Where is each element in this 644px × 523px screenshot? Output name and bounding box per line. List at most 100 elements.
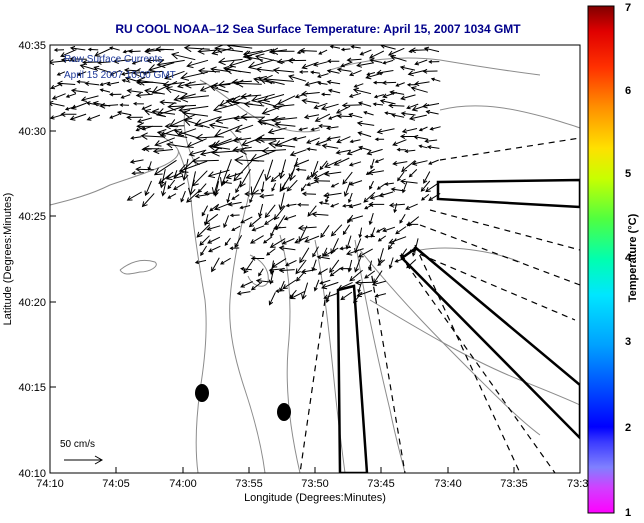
current-vector-arrow <box>64 106 76 111</box>
current-vector-arrow <box>209 203 220 212</box>
current-vector-arrow <box>283 215 297 221</box>
current-vector-arrow <box>364 234 375 239</box>
current-vector-arrow <box>375 227 385 233</box>
current-vector-arrow <box>357 282 362 294</box>
current-vector-arrow <box>346 248 364 256</box>
current-vector-arrow <box>135 166 154 173</box>
current-vector-arrow <box>324 171 342 177</box>
current-vector-arrow <box>60 57 78 63</box>
current-vector-arrow <box>349 269 363 282</box>
current-vector-arrow <box>153 159 177 176</box>
current-vector-arrow <box>372 102 384 107</box>
current-vector-arrow <box>154 137 175 147</box>
current-vector-arrow <box>247 59 275 70</box>
current-vector-arrow <box>56 80 76 87</box>
current-vector-arrow <box>213 202 232 211</box>
current-vector-arrow <box>156 129 188 139</box>
current-vector-arrow <box>336 113 353 119</box>
current-vector-arrow <box>406 259 417 269</box>
current-vector-arrow <box>194 116 221 128</box>
current-vector-arrow <box>132 101 144 106</box>
current-vector-arrow <box>131 171 144 176</box>
current-vector-arrow <box>154 46 174 53</box>
current-vector-arrow <box>109 113 120 119</box>
current-vector-arrow <box>135 92 153 98</box>
current-vector-arrow <box>240 266 252 271</box>
current-vector-arrow <box>231 225 241 231</box>
current-vector-arrow <box>298 127 308 132</box>
current-vector-arrow <box>158 171 174 184</box>
current-vector-arrow <box>395 226 407 235</box>
current-vector-arrow <box>318 201 330 205</box>
current-vector-arrow <box>141 104 152 110</box>
current-vector-arrow <box>232 137 252 143</box>
current-vector-arrow <box>315 139 331 146</box>
current-vector-arrow <box>264 159 274 182</box>
current-vector-arrow <box>306 147 317 152</box>
current-vectors <box>50 45 441 306</box>
current-vector-arrow <box>271 182 276 192</box>
current-vector-arrow <box>214 45 243 54</box>
current-vector-arrow <box>379 98 396 105</box>
current-vector-arrow <box>317 81 328 86</box>
current-vector-arrow <box>234 234 243 249</box>
y-axis-label: Latitude (Degrees:Minutes) <box>2 193 14 326</box>
current-vector-arrow <box>236 290 251 296</box>
current-vector-arrow <box>328 114 339 120</box>
mooring-marker-1 <box>195 384 209 402</box>
current-vector-arrow <box>376 128 395 135</box>
current-vector-arrow <box>211 257 220 273</box>
current-vector-arrow <box>364 270 376 279</box>
current-vector-arrow <box>405 203 418 210</box>
current-vector-arrow <box>50 114 64 120</box>
current-vector-arrow <box>428 59 440 64</box>
current-vector-arrow <box>400 111 416 117</box>
current-vector-arrow <box>144 180 152 197</box>
current-vector-arrow <box>234 155 265 165</box>
current-vector-arrow <box>69 45 86 51</box>
current-vector-arrow <box>106 81 120 87</box>
current-vector-arrow <box>374 137 385 142</box>
current-vector-arrow <box>268 292 276 306</box>
current-vector-arrow <box>326 125 339 131</box>
current-vector-arrow <box>178 93 209 103</box>
current-vector-arrow <box>69 113 87 121</box>
current-vector-arrow <box>213 180 220 197</box>
current-vector-arrow <box>382 59 394 65</box>
x-tick-label: 73:35 <box>500 478 528 490</box>
y-tick-label: 40:15 <box>18 382 46 394</box>
current-vector-arrow <box>197 47 221 55</box>
current-vector-arrow <box>268 270 274 285</box>
current-vector-arrow <box>300 90 320 97</box>
current-vector-arrow <box>273 205 286 221</box>
current-vector-arrow <box>381 80 397 86</box>
current-vector-arrow <box>99 88 111 93</box>
current-vector-arrow <box>121 78 131 83</box>
current-vector-arrow <box>424 138 438 144</box>
current-vector-arrow <box>229 246 240 251</box>
current-vector-arrow <box>119 103 130 107</box>
current-vector-arrow <box>197 67 221 75</box>
current-vector-arrow <box>391 113 405 118</box>
current-vector-arrow <box>240 93 262 100</box>
current-vector-arrow <box>376 69 394 76</box>
current-vector-arrow <box>321 143 339 149</box>
current-vector-arrow <box>399 178 418 185</box>
tick-marks <box>49 44 515 474</box>
current-vector-arrow <box>288 74 307 82</box>
x-tick-label: 74:05 <box>102 478 130 490</box>
current-vector-arrow <box>60 111 77 117</box>
current-vector-arrow <box>235 181 242 194</box>
current-vector-arrow <box>256 134 285 143</box>
current-vector-arrow <box>370 158 375 170</box>
current-vector-arrow <box>357 248 373 258</box>
current-vector-arrow <box>353 83 364 88</box>
current-vector-arrow <box>319 160 328 171</box>
current-vector-arrow <box>261 146 287 155</box>
x-tick-label: 74:00 <box>169 478 197 490</box>
current-vector-arrow <box>250 150 276 162</box>
current-vector-arrow <box>130 136 142 140</box>
current-vector-arrow <box>86 114 101 121</box>
current-vector-arrow <box>288 157 299 182</box>
